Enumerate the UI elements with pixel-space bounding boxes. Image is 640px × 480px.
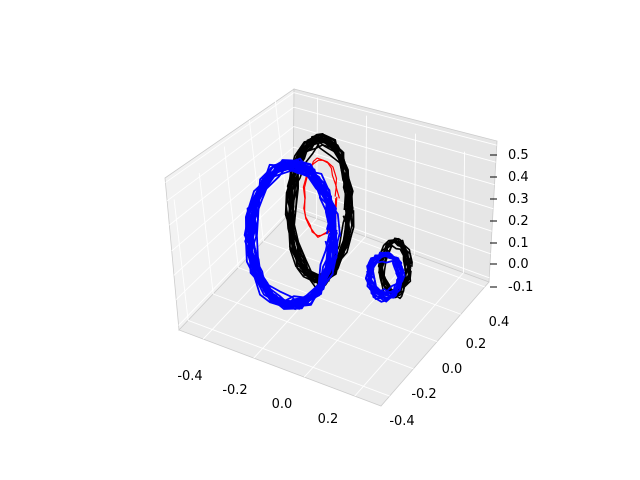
y-tick-label: -0.2 bbox=[411, 387, 436, 402]
x-axis-ticks: -0.4 -0.2 0.0 0.2 bbox=[177, 369, 338, 427]
grid-line bbox=[169, 126, 294, 226]
y-axis-ticks: -0.4 -0.2 0.0 0.2 0.4 bbox=[389, 315, 509, 429]
grid-line bbox=[166, 106, 295, 202]
blue-trajectory-loop bbox=[244, 166, 332, 308]
z-tick-label: -0.1 bbox=[508, 280, 533, 295]
black-trajectory-loop bbox=[290, 134, 350, 283]
data-layer bbox=[243, 133, 413, 311]
grid-line bbox=[213, 293, 414, 370]
grid-line bbox=[293, 166, 493, 232]
grid-line bbox=[293, 146, 494, 210]
grid-line bbox=[223, 146, 239, 268]
black-trajectory-loop-small bbox=[381, 237, 411, 296]
y-tick-label: 0.0 bbox=[442, 362, 463, 377]
grid-line bbox=[178, 206, 294, 326]
x-tick-label: 0.2 bbox=[318, 412, 339, 427]
y-tick-label: 0.4 bbox=[489, 315, 510, 330]
grid-line bbox=[187, 319, 390, 397]
grid-line bbox=[414, 133, 416, 255]
z-tick-label: 0.1 bbox=[508, 236, 529, 251]
z-tick-label: 0.5 bbox=[508, 148, 529, 163]
grid-line bbox=[198, 172, 214, 295]
black-trajectory-loop-small bbox=[378, 244, 410, 296]
black-trajectory-loop bbox=[293, 137, 354, 280]
grid-line bbox=[248, 120, 264, 242]
z-axis-ticks: -0.1 0.0 0.1 0.2 0.3 0.4 0.5 bbox=[508, 148, 533, 295]
y-tick-label: 0.2 bbox=[466, 337, 487, 352]
x-tick-label: 0.0 bbox=[272, 397, 293, 412]
grid-line bbox=[165, 92, 295, 183]
grid-line bbox=[238, 267, 438, 342]
blue-trajectory-loop bbox=[247, 162, 337, 305]
z-tick-label: 0.2 bbox=[508, 214, 529, 229]
y-tick-label: -0.4 bbox=[389, 414, 414, 429]
grid-line bbox=[293, 106, 496, 163]
grid-line bbox=[175, 185, 294, 300]
z-tick-label: 0.3 bbox=[508, 192, 529, 207]
z-tick-label: 0.0 bbox=[508, 257, 529, 272]
x-tick-label: -0.4 bbox=[177, 369, 202, 384]
x-tick-label: -0.2 bbox=[222, 383, 247, 398]
grid-line bbox=[365, 115, 367, 237]
grid-line bbox=[354, 272, 464, 397]
grid-line bbox=[293, 92, 497, 146]
grid-line bbox=[173, 166, 294, 276]
blue-trajectory-loop-small bbox=[364, 251, 402, 303]
z-tick-label: 0.4 bbox=[508, 170, 529, 185]
tick-layer bbox=[490, 154, 497, 288]
grid-line bbox=[463, 151, 465, 273]
